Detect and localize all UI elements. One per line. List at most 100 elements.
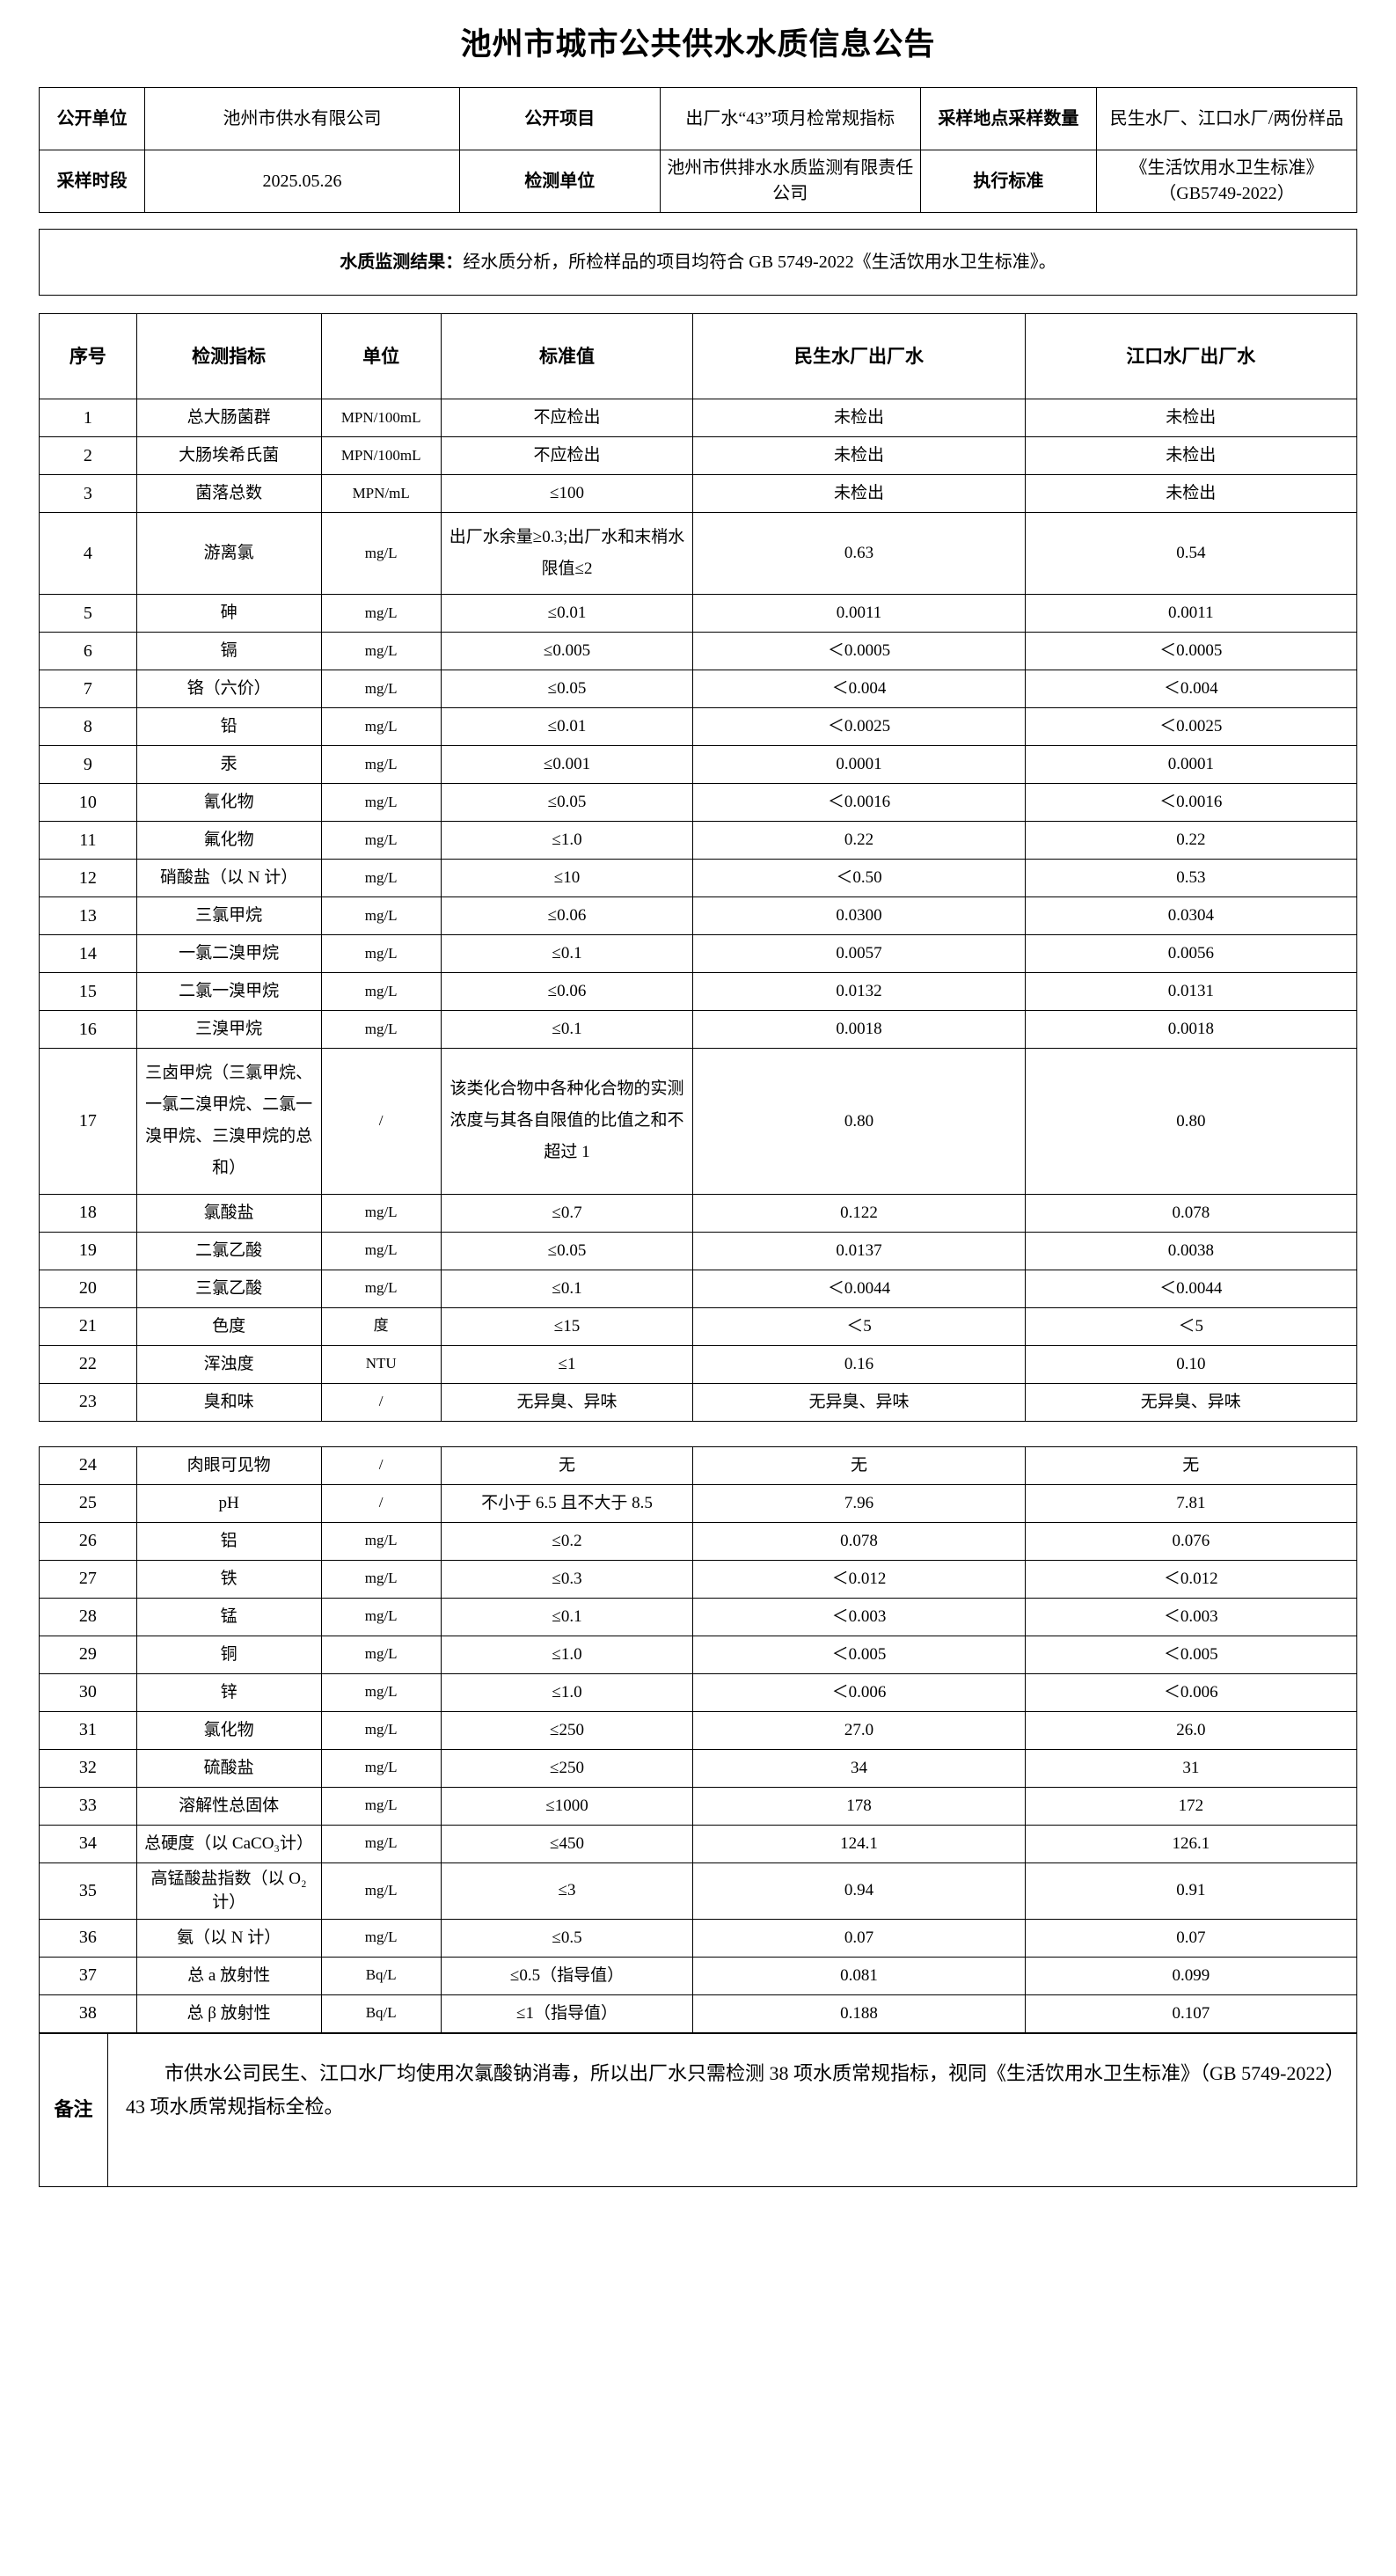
table-row: 6 镉 mg/L ≤0.005 ＜0.0005 ＜0.0005 bbox=[39, 632, 1358, 671]
cell-no: 28 bbox=[39, 1597, 137, 1636]
cell-minsheng-value: 0.078 bbox=[692, 1521, 1026, 1561]
info-row-1: 公开单位 池州市供水有限公司 公开项目 出厂水“43”项月检常规指标 采样地点采… bbox=[38, 87, 1357, 150]
info-value-sampling-period: 2025.05.26 bbox=[144, 150, 460, 213]
cell-no: 6 bbox=[39, 632, 137, 671]
table-row: 20 三氯乙酸 mg/L ≤0.1 ＜0.0044 ＜0.0044 bbox=[39, 1269, 1358, 1308]
cell-no: 26 bbox=[39, 1521, 137, 1561]
info-row-2: 采样时段 2025.05.26 检测单位 池州市供排水水质监测有限责任公司 执行… bbox=[38, 150, 1357, 213]
cell-minsheng-value: 0.80 bbox=[692, 1048, 1026, 1195]
cell-no: 32 bbox=[39, 1748, 137, 1788]
cell-standard: ≤15 bbox=[440, 1306, 694, 1346]
cell-standard: ≤0.06 bbox=[440, 972, 694, 1012]
cell-minsheng-value: 0.07 bbox=[692, 1918, 1026, 1958]
cell-indicator: 游离氯 bbox=[135, 511, 322, 596]
cell-indicator: 硝酸盐（以 N 计） bbox=[135, 859, 322, 898]
cell-minsheng-value: 0.081 bbox=[692, 1956, 1026, 1995]
cell-standard: ≤0.3 bbox=[440, 1559, 694, 1599]
cell-no: 16 bbox=[39, 1010, 137, 1050]
cell-no: 11 bbox=[39, 821, 137, 860]
cell-no: 31 bbox=[39, 1710, 137, 1750]
cell-indicator: 总硬度（以 CaCO₃计） bbox=[135, 1824, 322, 1863]
cell-indicator: 硫酸盐 bbox=[135, 1748, 322, 1788]
cell-minsheng-value: 124.1 bbox=[692, 1824, 1026, 1863]
cell-jiangkou-value: 0.078 bbox=[1024, 1193, 1358, 1233]
cell-minsheng-value: ＜0.0025 bbox=[692, 707, 1026, 747]
cell-indicator: 总 a 放射性 bbox=[135, 1956, 322, 1995]
table-section-gap bbox=[39, 1422, 1357, 1446]
col-header-name: 检测指标 bbox=[135, 313, 322, 399]
cell-no: 25 bbox=[39, 1483, 137, 1523]
cell-standard: 不应检出 bbox=[440, 399, 694, 437]
cell-no: 38 bbox=[39, 1994, 137, 2033]
cell-minsheng-value: 34 bbox=[692, 1748, 1026, 1788]
cell-unit: MPN/100mL bbox=[320, 436, 442, 475]
info-value-project: 出厂水“43”项月检常规指标 bbox=[659, 87, 921, 150]
cell-minsheng-value: ＜0.0044 bbox=[692, 1269, 1026, 1308]
cell-jiangkou-value: 0.53 bbox=[1024, 859, 1358, 898]
table-row: 27 铁 mg/L ≤0.3 ＜0.012 ＜0.012 bbox=[39, 1559, 1358, 1599]
cell-unit: / bbox=[320, 1483, 442, 1523]
cell-standard: ≤0.1 bbox=[440, 1597, 694, 1636]
cell-minsheng-value: 0.0137 bbox=[692, 1231, 1026, 1270]
info-label-testing-unit: 检测单位 bbox=[458, 150, 661, 213]
table-row: 2 大肠埃希氏菌 MPN/100mL 不应检出 未检出 未检出 bbox=[39, 436, 1358, 475]
cell-jiangkou-value: 7.81 bbox=[1024, 1483, 1358, 1523]
table-row: 35 高锰酸盐指数（以 O₂计） mg/L ≤3 0.94 0.91 bbox=[39, 1862, 1358, 1920]
cell-indicator: 汞 bbox=[135, 745, 322, 785]
cell-indicator: 铬（六价） bbox=[135, 670, 322, 709]
table-row: 21 色度度 ≤15 ＜5 ＜5 bbox=[39, 1306, 1358, 1346]
cell-unit: Bq/L bbox=[320, 1994, 442, 2033]
cell-no: 12 bbox=[39, 859, 137, 898]
cell-no: 14 bbox=[39, 934, 137, 974]
cell-jiangkou-value: 26.0 bbox=[1024, 1710, 1358, 1750]
cell-indicator: pH bbox=[135, 1483, 322, 1523]
cell-minsheng-value: 0.0011 bbox=[692, 594, 1026, 633]
table-row: 37 总 a 放射性 Bq/L ≤0.5（指导值） 0.081 0.099 bbox=[39, 1956, 1358, 1995]
cell-no: 1 bbox=[39, 399, 137, 437]
cell-unit: mg/L bbox=[320, 707, 442, 747]
cell-indicator: 总 β 放射性 bbox=[135, 1994, 322, 2033]
cell-unit: mg/L bbox=[320, 972, 442, 1012]
cell-standard: ≤0.5（指导值） bbox=[440, 1956, 694, 1995]
cell-standard: ≤1.0 bbox=[440, 821, 694, 860]
cell-no: 17 bbox=[39, 1048, 137, 1195]
table-row: 26 铝 mg/L ≤0.2 0.078 0.076 bbox=[39, 1521, 1358, 1561]
cell-jiangkou-value: ＜0.0044 bbox=[1024, 1269, 1358, 1308]
page-title: 池州市城市公共供水水质信息公告 bbox=[460, 27, 936, 62]
cell-standard: ≤250 bbox=[440, 1748, 694, 1788]
info-label-publisher: 公开单位 bbox=[38, 87, 146, 150]
cell-standard: ≤0.1 bbox=[440, 1269, 694, 1308]
cell-unit: mg/L bbox=[320, 1269, 442, 1308]
table-row: 36 氨（以 N 计） mg/L ≤0.5 0.07 0.07 bbox=[39, 1918, 1358, 1958]
cell-jiangkou-value: 0.107 bbox=[1024, 1994, 1358, 2033]
cell-unit: 度 bbox=[320, 1306, 442, 1346]
cell-standard: 该类化合物中各种化合物的实测浓度与其各自限值的比值之和不超过 1 bbox=[440, 1048, 694, 1195]
cell-unit: MPN/100mL bbox=[320, 399, 442, 437]
cell-minsheng-value: ＜0.006 bbox=[692, 1672, 1026, 1712]
table-row: 11 氟化物 mg/L ≤1.0 0.22 0.22 bbox=[39, 821, 1358, 860]
info-label-sampling-period: 采样时段 bbox=[38, 150, 146, 213]
cell-unit: mg/L bbox=[320, 1231, 442, 1270]
cell-standard: ≤0.05 bbox=[440, 1231, 694, 1270]
cell-no: 24 bbox=[39, 1445, 137, 1485]
cell-standard: ≤0.05 bbox=[440, 670, 694, 709]
cell-minsheng-value: ＜0.003 bbox=[692, 1597, 1026, 1636]
cell-indicator: 锌 bbox=[135, 1672, 322, 1712]
info-value-standard: 《生活饮用水卫生标准》（GB5749-2022） bbox=[1096, 150, 1357, 213]
cell-no: 36 bbox=[39, 1918, 137, 1958]
cell-indicator: 三溴甲烷 bbox=[135, 1010, 322, 1050]
table-row: 22 浑浊度 NTU ≤1 0.16 0.10 bbox=[39, 1344, 1358, 1384]
cell-standard: ≤0.05 bbox=[440, 783, 694, 823]
cell-minsheng-value: 178 bbox=[692, 1786, 1026, 1826]
table-row: 31 氯化物 mg/L ≤250 27.0 26.0 bbox=[39, 1710, 1358, 1750]
cell-jiangkou-value: 0.91 bbox=[1024, 1862, 1358, 1920]
table-row: 16 三溴甲烷 mg/L ≤0.1 0.0018 0.0018 bbox=[39, 1010, 1358, 1050]
cell-no: 37 bbox=[39, 1956, 137, 1995]
statement-label: 水质监测结果： bbox=[340, 252, 464, 272]
cell-no: 19 bbox=[39, 1231, 137, 1270]
col-header-standard: 标准值 bbox=[440, 313, 694, 399]
cell-standard: ≤1 bbox=[440, 1344, 694, 1384]
statement-text: 经水质分析，所检样品的项目均符合 GB 5749-2022《生活饮用水卫生标准》… bbox=[463, 252, 1056, 272]
cell-minsheng-value: ＜0.005 bbox=[692, 1635, 1026, 1674]
